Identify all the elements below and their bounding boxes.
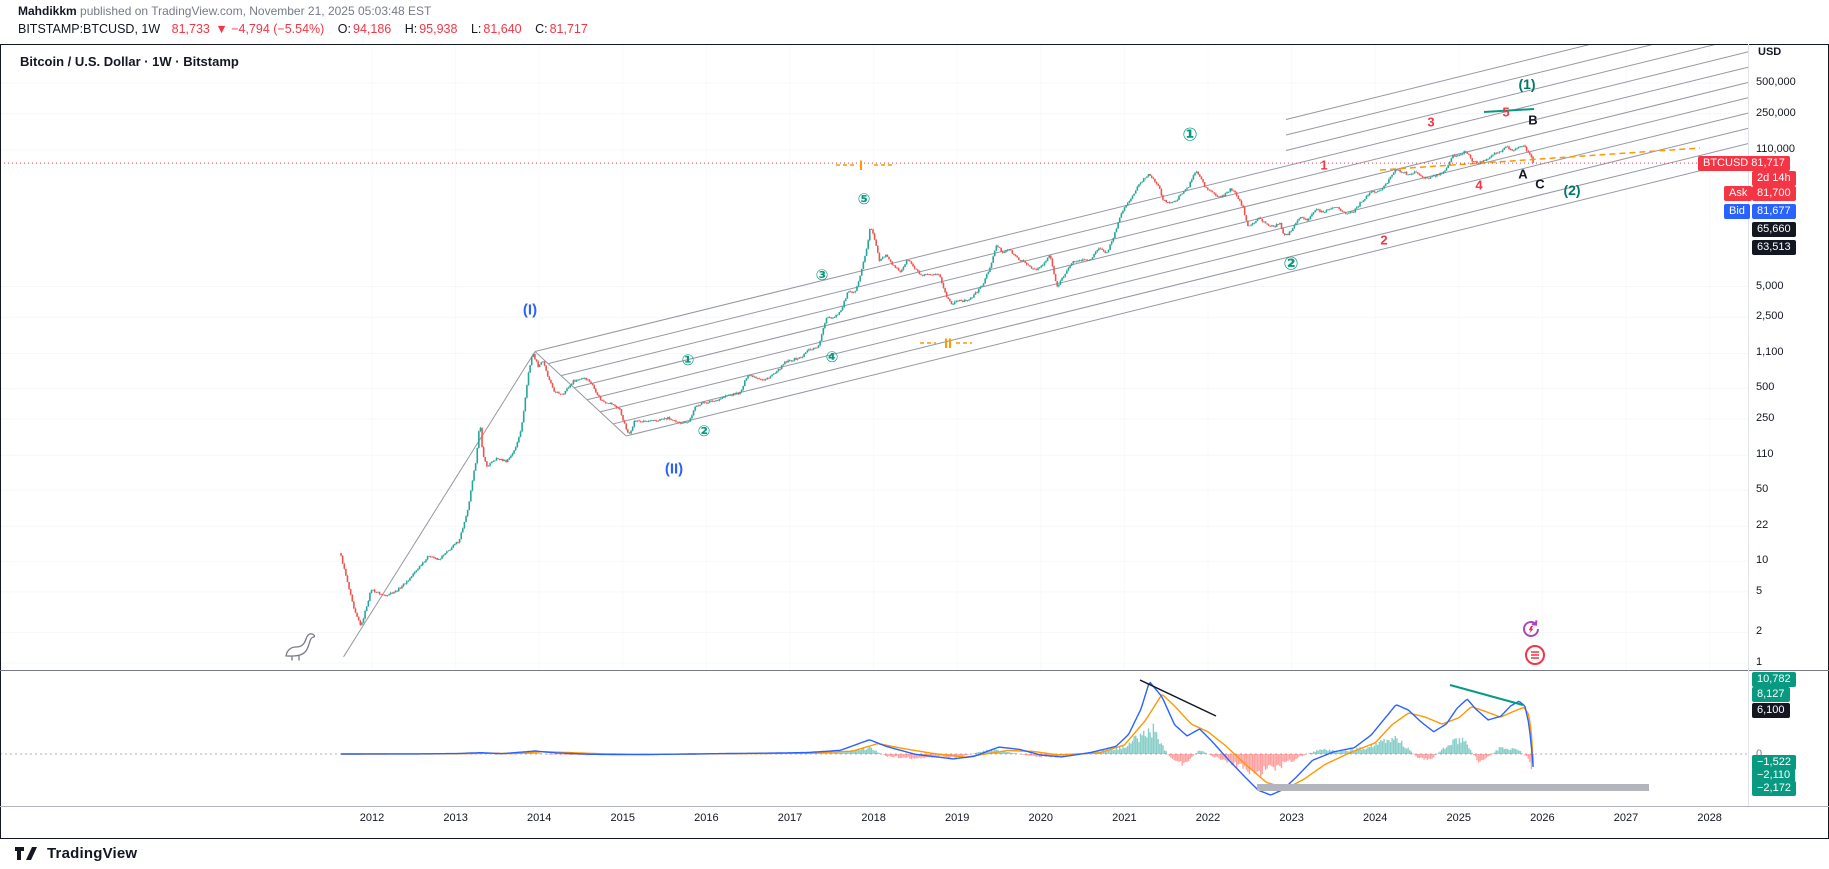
tradingview-wordmark[interactable]: TradingView — [47, 845, 138, 862]
symbol-ohlc-bar: BITSTAMP:BTCUSD, 1W 81,733 ▼ −4,794 (−5.… — [18, 22, 590, 36]
refresh-arc — [1523, 621, 1539, 637]
refresh-sticker-icon[interactable] — [1519, 617, 1543, 646]
close-label: C: — [535, 22, 548, 36]
publish-info: Mahdikkm published on TradingView.com, N… — [18, 4, 431, 18]
footer: TradingView — [14, 845, 137, 862]
tradingview-logo-icon[interactable] — [14, 846, 40, 861]
menu-lines — [1531, 651, 1539, 659]
open-value: 94,186 — [353, 22, 392, 36]
circle-outline — [1525, 645, 1545, 665]
price-change: ▼ −4,794 (−5.54%) — [215, 22, 325, 36]
author-name: Mahdikkm — [18, 4, 77, 18]
dinosaur-drawing-path — [285, 633, 316, 661]
low-value: 81,640 — [483, 22, 522, 36]
high-label: H: — [404, 22, 418, 36]
lightning-glyph — [1528, 626, 1534, 634]
chart-border — [0, 44, 1829, 839]
low-label: L: — [470, 22, 482, 36]
publish-text: published on TradingView.com, November 2… — [76, 4, 432, 18]
grid-lines — [0, 44, 1748, 670]
refresh-arrowhead — [1531, 620, 1538, 626]
high-value: 95,938 — [419, 22, 458, 36]
dinosaur-sticker[interactable] — [282, 628, 322, 667]
last-price: 81,733 — [171, 22, 210, 36]
indicator-pane — [0, 679, 1748, 796]
close-value: 81,717 — [549, 22, 588, 36]
main-chart-pane — [340, 45, 1748, 658]
menu-sticker-icon[interactable] — [1524, 644, 1546, 671]
chart-legend[interactable]: Bitcoin / U.S. Dollar · 1W · Bitstamp — [20, 54, 239, 69]
symbol-name: BITSTAMP:BTCUSD, 1W — [18, 22, 161, 36]
open-label: O: — [337, 22, 351, 36]
